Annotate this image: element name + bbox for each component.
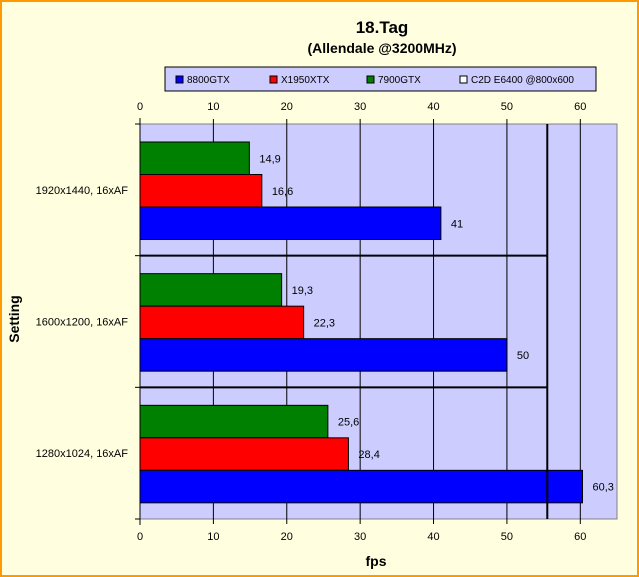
value-label: 14,9 — [259, 153, 280, 165]
value-label: 16,6 — [272, 186, 293, 198]
tick-label: 60 — [574, 531, 586, 543]
value-label: 28,4 — [358, 449, 379, 461]
x-axis-label: fps — [366, 553, 387, 569]
legend-box — [164, 66, 597, 92]
bar-8800gtx — [139, 338, 508, 372]
bar-8800gtx — [139, 469, 584, 504]
value-label: 25,6 — [338, 417, 359, 429]
category-label: 1920x1440, 16xAF — [36, 185, 129, 197]
tick-label: 60 — [574, 101, 586, 113]
tick-label: 50 — [501, 101, 513, 113]
top-tick-labels: 0 10 20 30 40 50 60 — [137, 101, 586, 113]
tick-label: 10 — [207, 101, 219, 113]
bar-7900gtx — [139, 404, 329, 439]
legend-swatch — [175, 75, 184, 84]
legend-swatch — [269, 75, 278, 84]
reference-lines — [140, 124, 549, 519]
category-label: 1280x1024, 16xAF — [36, 448, 129, 460]
tick-label: 30 — [354, 101, 366, 113]
value-label: 60,3 — [593, 482, 614, 494]
value-label: 50 — [517, 350, 529, 362]
tick-label: 40 — [427, 531, 439, 543]
tick-label: 30 — [354, 531, 366, 543]
category-labels: 1920x1440, 16xAF 1600x1200, 16xAF 1280x102… — [36, 185, 129, 460]
tick-label: 10 — [207, 531, 219, 543]
tick-label: 0 — [137, 101, 143, 113]
legend-swatch — [366, 75, 375, 84]
legend-label: 7900GTX — [378, 75, 421, 86]
legend-label: X1950XTX — [281, 75, 330, 86]
bar-8800gtx — [139, 206, 442, 240]
legend: 8800GTX X1950XTX 7900GTX C2D E6400 @800x600 — [164, 66, 597, 92]
bar-7900gtx — [139, 141, 250, 175]
value-labels: 14,9 16,6 41 19,3 22,3 50 25,6 28,4 60,3 — [259, 153, 614, 493]
bar-x1950xtx — [139, 174, 263, 208]
tick-label: 20 — [281, 101, 293, 113]
bottom-tick-labels: 0 10 20 30 40 50 60 — [137, 531, 586, 543]
value-label: 19,3 — [292, 285, 313, 297]
value-label: 22,3 — [314, 317, 335, 329]
tick-label: 40 — [427, 101, 439, 113]
tick-label: 50 — [501, 531, 513, 543]
value-label: 41 — [451, 218, 463, 230]
tick-label: 20 — [281, 531, 293, 543]
chart-title: 18.Tag — [356, 18, 409, 37]
bar-x1950xtx — [139, 437, 349, 471]
category-label: 1600x1200, 16xAF — [36, 317, 129, 329]
y-axis-label: Setting — [6, 295, 22, 342]
legend-label: C2D E6400 @800x600 — [471, 75, 574, 86]
legend-label: 8800GTX — [187, 75, 230, 86]
bar-7900gtx — [139, 273, 283, 307]
chart-subtitle: (Allendale @3200MHz) — [307, 40, 456, 56]
bar-x1950xtx — [139, 305, 305, 340]
legend-swatch — [459, 75, 468, 84]
axes — [135, 118, 581, 525]
tick-label: 0 — [137, 531, 143, 543]
bars — [139, 141, 584, 504]
